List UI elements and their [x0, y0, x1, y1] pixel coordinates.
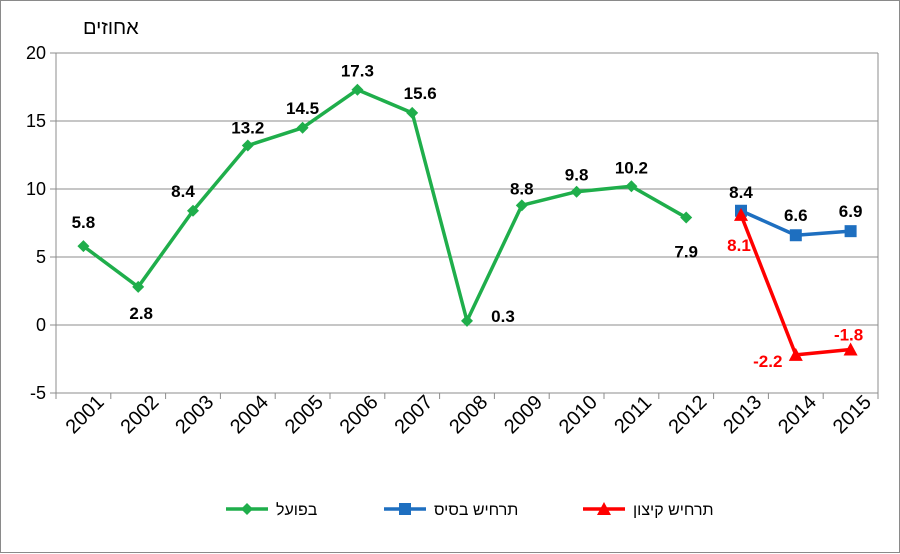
- legend-item-0: בפועל: [226, 501, 318, 519]
- data-label: -1.8: [834, 325, 863, 344]
- data-label: 7.9: [674, 243, 698, 262]
- data-label: 8.4: [729, 183, 753, 202]
- data-point: [625, 180, 638, 193]
- data-label: 15.6: [404, 84, 437, 103]
- data-label: 8.1: [727, 236, 751, 255]
- data-label: 17.3: [341, 62, 374, 81]
- y-tick-label: 20: [26, 43, 46, 63]
- data-point: [187, 204, 199, 217]
- data-label: 5.8: [72, 213, 96, 232]
- data-point: [241, 139, 254, 152]
- legend-label: תרחיש קיצון: [633, 502, 714, 519]
- data-label: 8.4: [171, 182, 195, 201]
- data-point: [788, 347, 803, 361]
- data-point: [843, 342, 858, 356]
- data-point: [515, 199, 528, 212]
- data-point: [570, 185, 583, 198]
- data-point: [77, 240, 90, 253]
- x-tick-label: 2006: [336, 391, 383, 438]
- data-label: 6.6: [784, 206, 808, 225]
- data-point: [844, 225, 857, 238]
- x-tick-label: 2012: [664, 391, 711, 438]
- data-label: 14.5: [286, 99, 319, 118]
- x-tick-label: 2002: [116, 391, 163, 438]
- legend-label: בפועל: [276, 501, 318, 519]
- x-tick-label: 2003: [171, 391, 218, 438]
- y-tick-label: -5: [30, 383, 46, 403]
- data-point: [406, 106, 419, 119]
- y-tick-label: 15: [26, 111, 46, 131]
- series-line-0: [82, 87, 688, 323]
- x-tick-label: 2005: [281, 391, 328, 438]
- data-label: 9.8: [565, 166, 589, 185]
- x-tick-label: 2007: [390, 391, 437, 438]
- data-point: [680, 211, 693, 224]
- data-point: [789, 229, 802, 242]
- x-tick-label: 2008: [445, 391, 492, 438]
- data-label: 6.9: [839, 202, 863, 221]
- data-label: -2.2: [753, 352, 782, 371]
- y-tick-label: 0: [36, 315, 46, 335]
- x-tick-label: 2009: [500, 391, 547, 438]
- x-tick-label: 2001: [62, 391, 109, 438]
- x-tick-label: 2004: [226, 391, 273, 438]
- data-point: [296, 121, 309, 134]
- legend-label: תרחיש בסיס: [434, 502, 518, 519]
- x-tick-label: 2011: [610, 392, 656, 438]
- data-label: 0.3: [491, 307, 515, 326]
- data-label: 13.2: [231, 118, 264, 137]
- x-tick-label: 2015: [829, 391, 876, 438]
- data-point: [132, 280, 145, 293]
- data-point: [734, 207, 748, 221]
- data-label: 10.2: [615, 158, 648, 177]
- y-axis-label: אחוזים: [83, 17, 139, 39]
- x-tick-label: 2010: [555, 391, 602, 438]
- y-tick-label: 5: [36, 247, 46, 267]
- x-tick-label: 2013: [719, 391, 766, 438]
- data-label: 2.8: [129, 304, 153, 323]
- data-point: [461, 314, 473, 327]
- legend-item-2: תרחיש קיצון: [583, 502, 714, 519]
- data-label: 8.8: [510, 179, 534, 198]
- legend-marker: [597, 502, 611, 515]
- legend-marker: [241, 503, 253, 515]
- legend-item-1: תרחיש בסיס: [384, 502, 518, 519]
- y-tick-label: 10: [26, 179, 46, 199]
- legend-marker: [399, 503, 411, 515]
- data-point: [351, 83, 364, 96]
- x-tick-label: 2014: [774, 391, 821, 438]
